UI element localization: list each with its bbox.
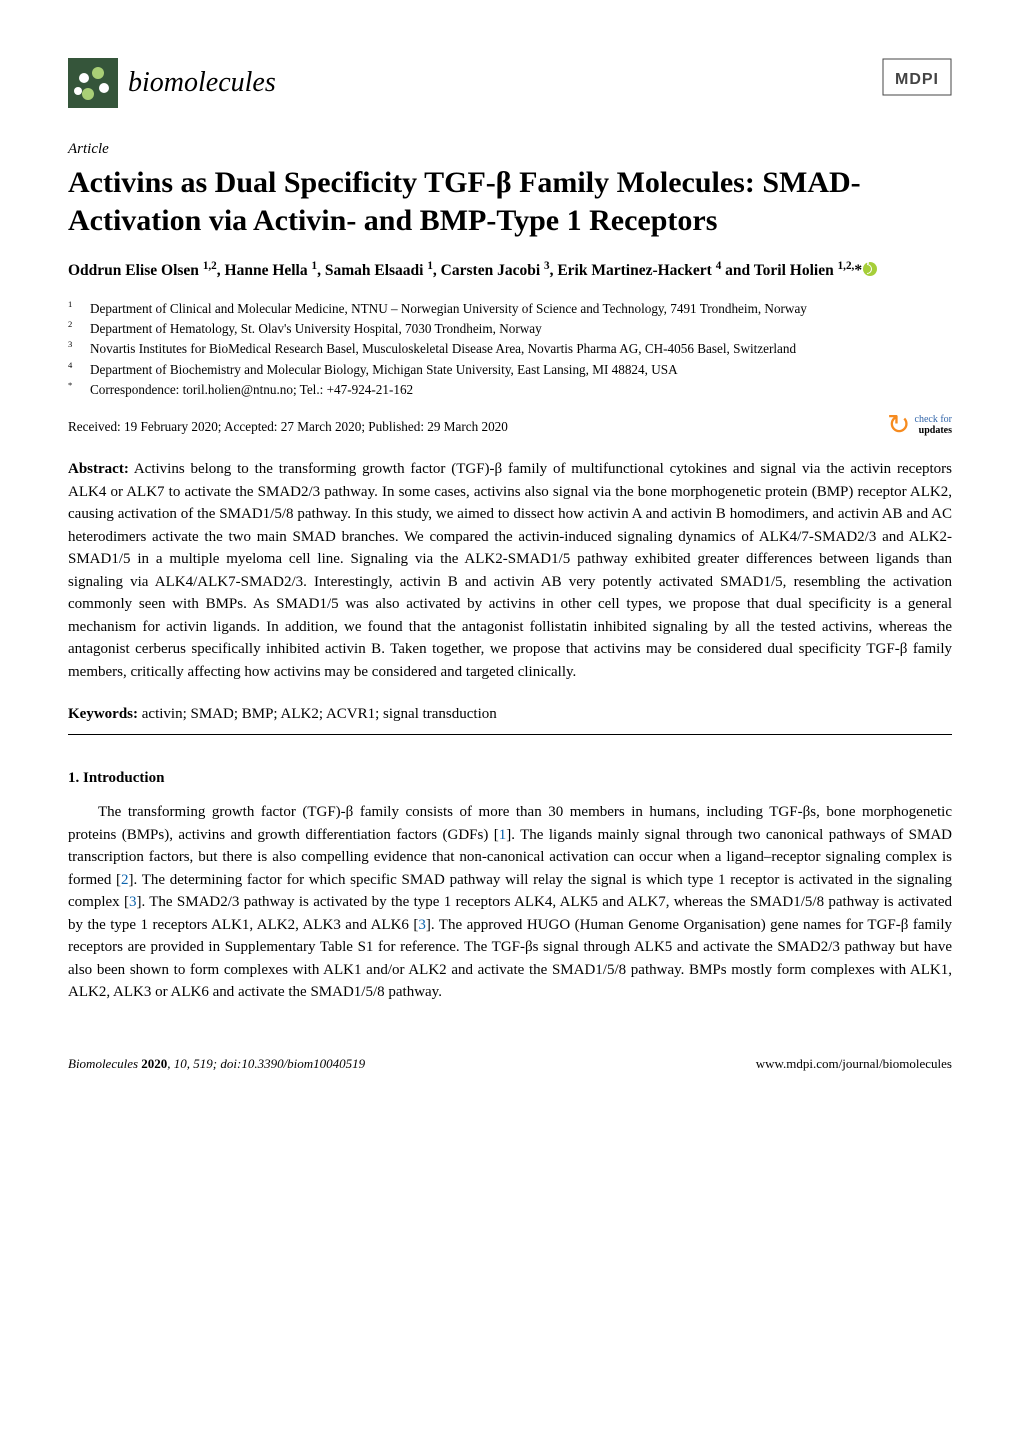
- affiliation-text: Correspondence: toril.holien@ntnu.no; Te…: [90, 380, 952, 399]
- dates-row: Received: 19 February 2020; Accepted: 27…: [68, 413, 952, 436]
- keywords-block: Keywords: activin; SMAD; BMP; ALK2; ACVR…: [68, 703, 952, 726]
- affiliation-row: 2Department of Hematology, St. Olav's Un…: [68, 319, 952, 338]
- author-line: Oddrun Elise Olsen 1,2, Hanne Hella 1, S…: [68, 258, 952, 282]
- authors-text: Oddrun Elise Olsen 1,2, Hanne Hella 1, S…: [68, 262, 862, 279]
- citation-link[interactable]: 2: [121, 872, 129, 888]
- abstract-text: Activins belong to the transforming grow…: [68, 461, 952, 680]
- page-footer: Biomolecules 2020, 10, 519; doi:10.3390/…: [68, 1054, 952, 1074]
- affiliation-text: Novartis Institutes for BioMedical Resea…: [90, 339, 952, 358]
- affiliation-row: 3Novartis Institutes for BioMedical Rese…: [68, 339, 952, 358]
- orcid-icon[interactable]: [863, 262, 877, 276]
- divider: [68, 734, 952, 735]
- section-heading-intro: 1. Introduction: [68, 767, 952, 790]
- journal-logo-block: biomolecules: [68, 58, 276, 108]
- citation-link[interactable]: 3: [418, 917, 426, 933]
- keywords-text: activin; SMAD; BMP; ALK2; ACVR1; signal …: [142, 706, 497, 722]
- affiliation-text: Department of Biochemistry and Molecular…: [90, 360, 952, 379]
- affiliation-marker: *: [68, 379, 90, 398]
- article-title: Activins as Dual Specificity TGF-β Famil…: [68, 164, 952, 241]
- affiliation-text: Department of Clinical and Molecular Med…: [90, 299, 952, 318]
- affiliation-marker: 1: [68, 298, 90, 317]
- footer-right-url[interactable]: www.mdpi.com/journal/biomolecules: [756, 1054, 952, 1074]
- journal-name: biomolecules: [128, 62, 276, 104]
- article-type-label: Article: [68, 138, 952, 161]
- affiliation-row: 4Department of Biochemistry and Molecula…: [68, 360, 952, 379]
- page-header: biomolecules MDPI: [68, 58, 952, 108]
- publication-dates: Received: 19 February 2020; Accepted: 27…: [68, 417, 508, 437]
- footer-journal: Biomolecules: [68, 1056, 141, 1071]
- journal-logo-icon: [68, 58, 118, 108]
- updates-arrow-icon: ↻: [887, 416, 910, 436]
- affiliation-marker: 2: [68, 318, 90, 337]
- affiliation-marker: 4: [68, 359, 90, 378]
- check-for-updates-badge[interactable]: ↻ check for updates: [887, 413, 952, 436]
- svg-text:MDPI: MDPI: [895, 71, 939, 88]
- abstract-label: Abstract:: [68, 461, 129, 477]
- footer-left: Biomolecules 2020, 10, 519; doi:10.3390/…: [68, 1054, 365, 1074]
- affiliation-text: Department of Hematology, St. Olav's Uni…: [90, 319, 952, 338]
- abstract-block: Abstract: Activins belong to the transfo…: [68, 458, 952, 683]
- footer-doi: , 10, 519; doi:10.3390/biom10040519: [167, 1056, 365, 1071]
- keywords-label: Keywords:: [68, 706, 138, 722]
- intro-paragraph-1: The transforming growth factor (TGF)-β f…: [68, 801, 952, 1004]
- mdpi-logo-icon: MDPI: [882, 58, 952, 96]
- updates-line1: check for: [915, 414, 952, 425]
- affiliation-row: *Correspondence: toril.holien@ntnu.no; T…: [68, 380, 952, 399]
- footer-year: 2020: [141, 1056, 167, 1071]
- affiliation-row: 1Department of Clinical and Molecular Me…: [68, 299, 952, 318]
- affiliations-block: 1Department of Clinical and Molecular Me…: [68, 299, 952, 400]
- updates-line2: updates: [915, 425, 952, 436]
- affiliation-marker: 3: [68, 338, 90, 357]
